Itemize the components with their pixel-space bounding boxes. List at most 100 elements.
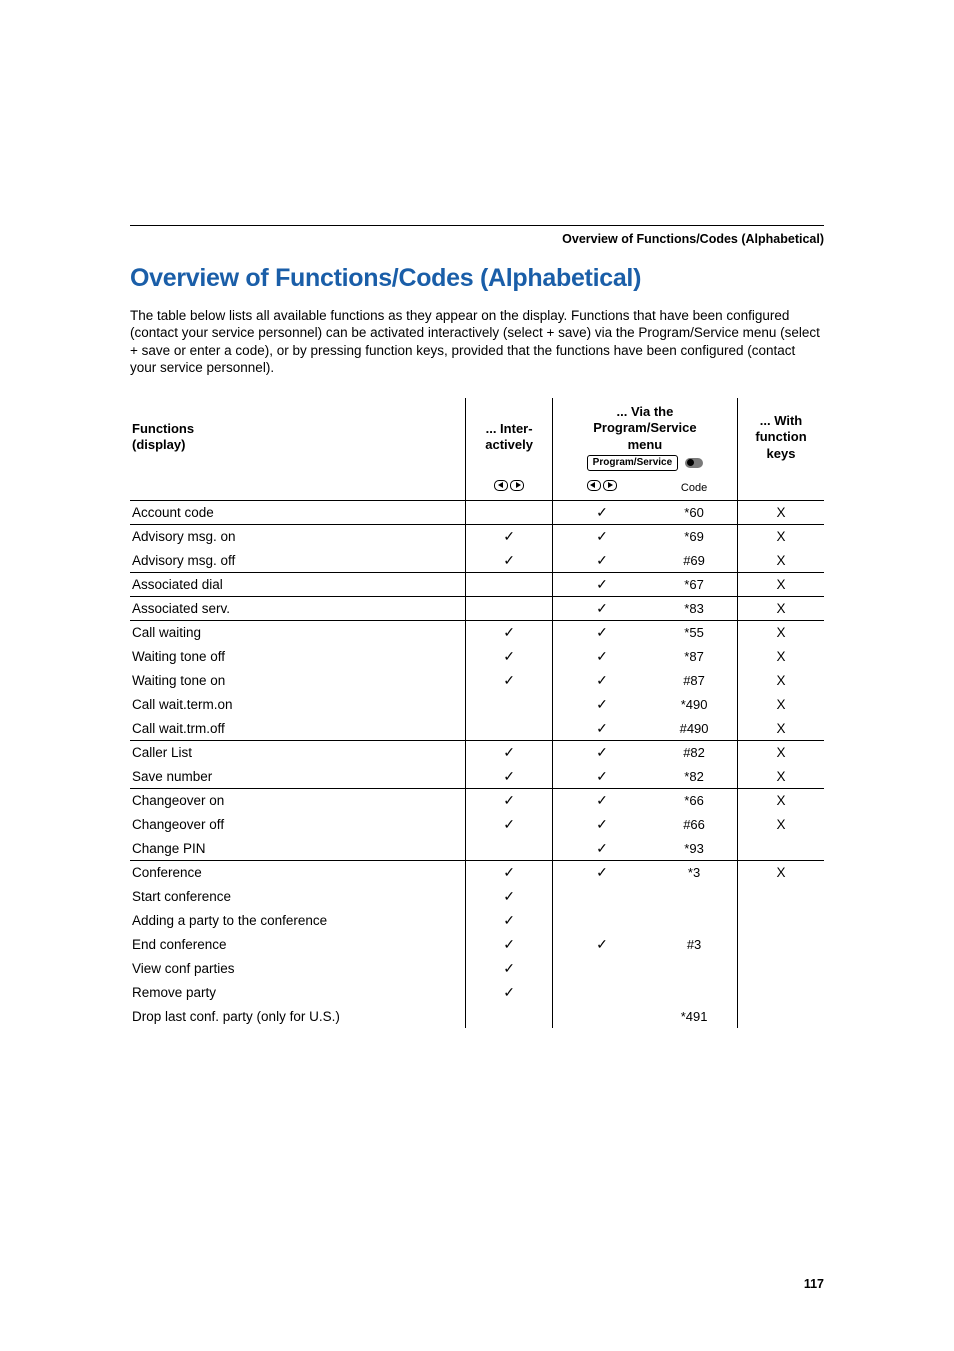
table-row: Waiting tone off✓✓*87X [130,644,824,668]
table-row: Adding a party to the conference✓ [130,908,824,932]
code-cell: *93 [651,836,737,860]
interactively-cell: ✓ [466,548,552,572]
program-service-cell: ✓ [552,668,651,692]
code-cell: *490 [651,692,737,716]
program-service-cell [552,980,651,1004]
page-number: 117 [804,1277,824,1291]
interactively-cell: ✓ [466,764,552,788]
arrow-left-icon [587,480,601,491]
code-cell: *87 [651,644,737,668]
code-cell: *60 [651,500,737,524]
table-row: Start conference✓ [130,884,824,908]
service-key-icon [685,458,703,468]
code-cell: *67 [651,572,737,596]
function-keys-cell: X [738,740,824,764]
header-arrows-program-service [552,477,651,501]
function-name-cell: Adding a party to the conference [130,908,466,932]
interactively-cell: ✓ [466,908,552,932]
interactively-cell [466,836,552,860]
function-keys-cell: X [738,812,824,836]
table-row: Save number✓✓*82X [130,764,824,788]
interactively-cell: ✓ [466,812,552,836]
code-cell: #66 [651,812,737,836]
interactively-cell [466,716,552,740]
function-name-cell: Advisory msg. on [130,524,466,548]
interactively-cell [466,1004,552,1028]
interactively-cell: ✓ [466,884,552,908]
function-keys-cell: X [738,596,824,620]
code-cell: *69 [651,524,737,548]
program-service-cell: ✓ [552,764,651,788]
table-row: Conference✓✓*3X [130,860,824,884]
function-name-cell: Save number [130,764,466,788]
table-row: Call wait.trm.off✓#490X [130,716,824,740]
interactively-cell: ✓ [466,932,552,956]
code-cell: *55 [651,620,737,644]
function-keys-cell [738,884,824,908]
function-name-cell: Changeover on [130,788,466,812]
function-name-cell: Remove party [130,980,466,1004]
program-service-cell: ✓ [552,812,651,836]
code-column-label: Code [681,482,707,494]
interactively-cell: ✓ [466,668,552,692]
function-name-cell: Start conference [130,884,466,908]
function-name-cell: End conference [130,932,466,956]
page-title: Overview of Functions/Codes (Alphabetica… [130,264,824,293]
function-keys-cell: X [738,764,824,788]
program-service-cell: ✓ [552,548,651,572]
function-name-cell: Associated serv. [130,596,466,620]
col-header-functions-line1: Functions [132,421,194,436]
function-keys-cell: X [738,716,824,740]
code-cell: #490 [651,716,737,740]
col-header-functions-line2: (display) [132,437,185,452]
code-cell: #87 [651,668,737,692]
function-name-cell: Conference [130,860,466,884]
function-name-cell: Advisory msg. off [130,548,466,572]
interactively-cell: ✓ [466,644,552,668]
program-service-cell: ✓ [552,644,651,668]
code-cell [651,884,737,908]
interactively-cell: ✓ [466,788,552,812]
function-name-cell: Call wait.term.on [130,692,466,716]
running-header: Overview of Functions/Codes (Alphabetica… [130,232,824,246]
function-keys-cell: X [738,692,824,716]
function-keys-cell [738,836,824,860]
program-service-cell: ✓ [552,836,651,860]
function-name-cell: Waiting tone off [130,644,466,668]
function-name-cell: Associated dial [130,572,466,596]
function-name-cell: Call wait.trm.off [130,716,466,740]
col-header-function-keys: ... With function keys [738,398,824,477]
interactively-cell: ✓ [466,956,552,980]
interactively-cell [466,572,552,596]
page-container: Overview of Functions/Codes (Alphabetica… [0,0,954,1351]
interactively-cell [466,500,552,524]
function-keys-cell: X [738,788,824,812]
function-keys-cell: X [738,572,824,596]
table-row: Associated serv.✓*83X [130,596,824,620]
code-cell [651,956,737,980]
col-header-via-menu: ... Via the Program/Service menu Program… [552,398,737,477]
function-name-cell: Account code [130,500,466,524]
function-keys-cell: X [738,548,824,572]
function-name-cell: Change PIN [130,836,466,860]
col-header-via-line2: Program/Service [593,420,696,435]
interactively-cell: ✓ [466,860,552,884]
program-service-cell [552,884,651,908]
nav-arrows-icon [494,480,524,491]
col-header-functions: Functions (display) [130,398,466,477]
function-keys-cell [738,956,824,980]
col-header-interactively: ... Inter- actively [466,398,552,477]
table-row: View conf parties✓ [130,956,824,980]
function-name-cell: Drop last conf. party (only for U.S.) [130,1004,466,1028]
col-header-keys-line3: keys [767,446,796,461]
table-header-row-2: Code [130,477,824,501]
code-cell: *83 [651,596,737,620]
function-keys-cell: X [738,860,824,884]
table-row: Changeover on✓✓*66X [130,788,824,812]
program-service-cell: ✓ [552,500,651,524]
program-service-cell: ✓ [552,692,651,716]
program-service-cell: ✓ [552,620,651,644]
function-keys-cell: X [738,500,824,524]
code-cell: *66 [651,788,737,812]
col-header-inter-line2: actively [485,437,533,452]
